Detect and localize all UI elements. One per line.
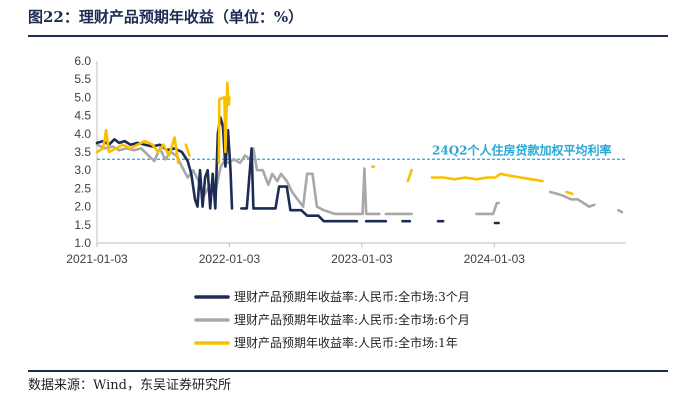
- y-tick-label-2: 2.0: [74, 200, 91, 214]
- legend-label-1: 理财产品预期年收益率:人民币:全市场:6个月: [234, 312, 470, 327]
- legend: 理财产品预期年收益率:人民币:全市场:3个月理财产品预期年收益率:人民币:全市场…: [194, 289, 470, 350]
- reference-line-label: 24Q2个人住房贷款加权平均利率: [432, 142, 612, 157]
- series-line-0: [95, 116, 500, 225]
- title-rule: [28, 35, 668, 37]
- y-tick-label-4: 3.0: [74, 163, 91, 177]
- series-line-2: [95, 81, 574, 196]
- x-tick-label-1: 2022-01-03: [199, 252, 261, 266]
- y-tick-label-1: 1.5: [74, 218, 91, 232]
- y-tick-label-7: 4.5: [74, 109, 91, 123]
- y-tick-label-3: 2.5: [74, 181, 91, 195]
- x-tick-label-3: 2024-01-03: [464, 252, 526, 266]
- y-tick-label-0: 1.0: [74, 236, 91, 250]
- reference-line: 24Q2个人住房贷款加权平均利率: [97, 142, 626, 160]
- y-tick-label-10: 6.0: [74, 54, 91, 68]
- y-tick-label-5: 3.5: [74, 145, 91, 159]
- x-axis: 2021-01-03 2022-01-03 2023-01-03 2024-01-03: [66, 242, 626, 266]
- figure-title: 图22：理财产品预期年收益（单位：%）: [28, 8, 304, 26]
- legend-label-0: 理财产品预期年收益率:人民币:全市场:3个月: [234, 289, 470, 304]
- y-axis: 1.0 1.5 2.0 2.5 3.0 3.5 4.0 4.5 5.0 5.5 6.0: [74, 54, 98, 250]
- series-line-1: [95, 143, 624, 216]
- y-tick-label-8: 5.0: [74, 90, 91, 104]
- x-tick-label-0: 2021-01-03: [66, 252, 128, 266]
- legend-label-2: 理财产品预期年收益率:人民币:全市场:1年: [234, 335, 458, 350]
- x-tick-label-2: 2023-01-03: [331, 252, 393, 266]
- source-rule: [28, 370, 668, 372]
- y-tick-label-9: 5.5: [74, 72, 91, 86]
- plot-area: [95, 81, 624, 225]
- y-tick-label-6: 4.0: [74, 127, 91, 141]
- source-note: 数据来源：Wind，东吴证券研究所: [28, 378, 231, 393]
